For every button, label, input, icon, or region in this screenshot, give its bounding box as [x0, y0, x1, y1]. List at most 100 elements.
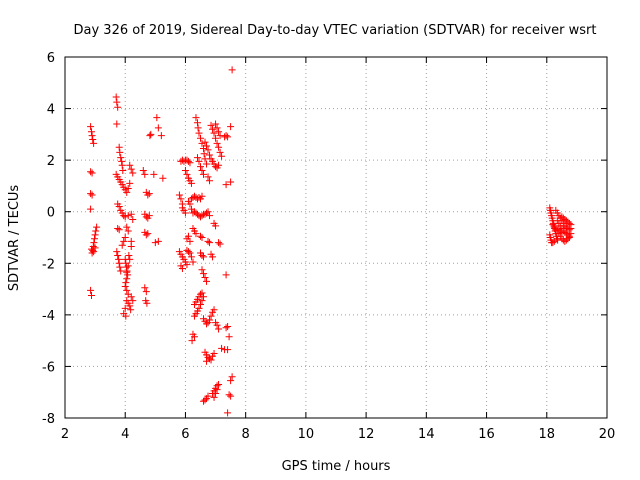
data-point	[224, 322, 232, 330]
data-point	[186, 249, 194, 257]
data-point	[210, 350, 218, 358]
data-point	[206, 212, 214, 220]
data-point	[200, 170, 208, 178]
data-point	[213, 139, 221, 147]
data-point	[198, 166, 206, 174]
data-point	[565, 226, 573, 234]
data-point	[125, 252, 133, 260]
y-tick-label: -2	[42, 257, 55, 272]
data-point	[88, 169, 96, 177]
data-point	[198, 192, 206, 200]
data-point	[122, 312, 130, 320]
data-point	[228, 373, 236, 381]
data-point	[88, 191, 96, 199]
data-point	[123, 275, 131, 283]
data-point	[87, 292, 95, 300]
data-point	[227, 392, 235, 400]
data-point	[93, 223, 101, 231]
data-point	[123, 223, 131, 231]
data-point	[200, 293, 208, 301]
data-point	[209, 253, 217, 261]
data-point	[225, 333, 233, 341]
data-point	[154, 237, 162, 245]
data-point	[204, 146, 212, 154]
data-point	[121, 234, 129, 241]
data-point	[204, 237, 212, 245]
data-point	[198, 234, 206, 241]
data-point	[114, 252, 122, 260]
x-tick-label: 2	[61, 427, 69, 442]
data-point	[198, 139, 206, 147]
data-point	[139, 166, 147, 174]
data-point	[206, 239, 214, 247]
data-point	[198, 297, 206, 305]
data-point	[215, 143, 223, 151]
data-point	[91, 235, 99, 243]
y-axis-label: SDTVAR / TECUs	[7, 185, 22, 292]
data-point	[118, 241, 126, 249]
data-point	[146, 132, 154, 140]
data-point	[207, 356, 215, 364]
data-point	[204, 173, 212, 181]
data-point	[190, 312, 198, 320]
data-point	[194, 124, 202, 132]
data-point	[87, 128, 95, 136]
data-point	[114, 224, 122, 232]
data-point	[91, 231, 99, 239]
y-tick-label: 6	[47, 51, 55, 66]
data-point	[147, 130, 155, 138]
data-point	[157, 132, 165, 140]
data-point	[126, 255, 134, 263]
data-point	[124, 212, 132, 220]
data-point	[183, 170, 191, 178]
data-point	[88, 249, 96, 257]
data-point	[188, 337, 196, 345]
data-point	[197, 301, 204, 309]
data-point	[198, 266, 206, 274]
data-point	[87, 205, 95, 213]
data-point	[215, 128, 223, 136]
data-point	[218, 344, 226, 352]
data-point	[201, 396, 209, 404]
data-point	[195, 194, 203, 202]
data-point	[175, 191, 183, 199]
data-point	[122, 279, 130, 287]
data-point	[90, 248, 98, 256]
data-point	[216, 132, 224, 140]
data-point	[212, 390, 220, 398]
data-point	[227, 178, 235, 186]
data-point	[197, 134, 204, 142]
data-point	[127, 306, 135, 314]
data-point	[121, 304, 129, 312]
data-point	[195, 129, 203, 137]
data-point	[203, 142, 211, 150]
data-point	[129, 297, 137, 305]
data-point	[89, 136, 97, 144]
data-point	[181, 166, 189, 174]
data-point	[184, 232, 192, 240]
y-tick-label: 4	[47, 103, 55, 118]
x-tick-label: 10	[298, 427, 315, 442]
data-point	[87, 168, 95, 176]
data-point	[204, 392, 212, 400]
data-point	[116, 148, 124, 156]
data-point	[222, 271, 230, 279]
data-point	[141, 170, 149, 178]
data-point	[215, 380, 223, 388]
data-point	[91, 244, 99, 252]
data-point	[113, 120, 121, 128]
plot-frame	[64, 56, 608, 419]
data-point	[558, 228, 566, 236]
data-point	[118, 157, 126, 165]
data-point	[210, 306, 218, 314]
data-point	[207, 312, 215, 320]
y-tick-label: 0	[47, 206, 55, 221]
data-point	[184, 248, 192, 256]
data-point	[186, 200, 194, 208]
data-point	[186, 237, 194, 245]
data-point	[197, 232, 204, 240]
data-point	[227, 377, 235, 385]
data-point	[212, 163, 220, 171]
ticks: 2 4 6 8 10 12 14 16 18 20 -8 -6 -4 -2 0 2 4 6	[42, 51, 615, 442]
